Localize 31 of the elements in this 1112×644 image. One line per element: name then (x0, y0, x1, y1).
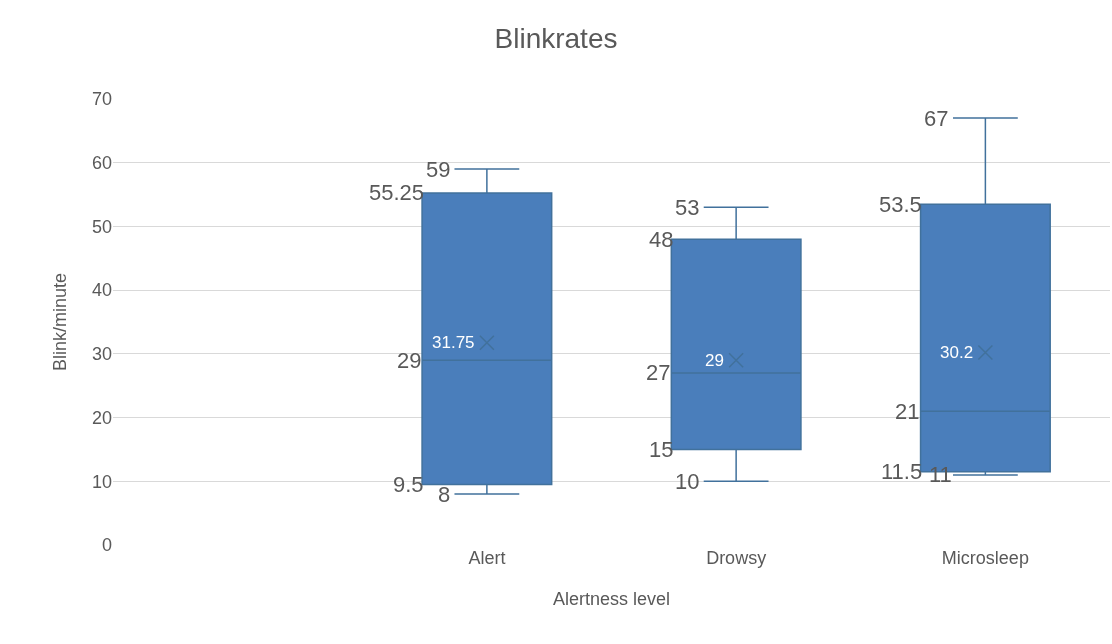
y-tick-label: 30 (91, 344, 112, 365)
y-tick-label: 20 (91, 407, 112, 428)
annotation: 53 (675, 195, 700, 220)
annotation: 67 (924, 106, 949, 131)
annotation: 21 (895, 399, 920, 424)
x-axis-title: Alertness level (552, 589, 671, 610)
y-tick-label: 0 (101, 535, 112, 556)
annotation: 29 (397, 348, 422, 373)
y-tick-label: 70 (91, 89, 112, 110)
y-tick-label: 50 (91, 216, 112, 237)
x-tick-label: Drowsy (706, 548, 767, 568)
y-axis-title: Blink/minute (50, 272, 71, 372)
annotation: 11.5 (881, 459, 923, 484)
annotation: 55.25 (369, 180, 425, 205)
chart-title: Blinkrates (494, 23, 618, 55)
annotation: 31.75 (432, 333, 475, 352)
annotation: 48 (649, 227, 674, 252)
y-tick-label: 10 (91, 471, 112, 492)
x-tick-label: Microsleep (941, 548, 1029, 568)
annotation: 8 (438, 482, 451, 507)
annotation: 15 (649, 437, 674, 462)
annotation: 53.5 (879, 192, 922, 217)
y-tick-label: 40 (91, 280, 112, 301)
x-tick-label: Alert (468, 548, 506, 568)
annotation: 10 (675, 469, 700, 494)
annotation: 29 (705, 351, 724, 370)
y-tick-label: 60 (91, 153, 112, 174)
annotation: 9.5 (393, 472, 424, 497)
annotation: 30.2 (940, 343, 974, 362)
annotation: 27 (646, 360, 671, 385)
annotation: 59 (426, 157, 451, 182)
